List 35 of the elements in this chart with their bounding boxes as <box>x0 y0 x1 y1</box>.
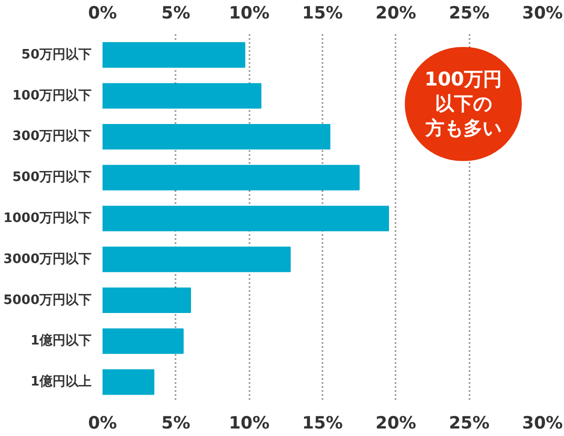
bar <box>102 206 389 232</box>
x-tick-label: 25% <box>448 4 490 24</box>
bar <box>102 83 262 109</box>
x2-tick-label: 20% <box>375 414 416 434</box>
bar <box>102 288 191 314</box>
bar <box>102 164 360 190</box>
x-tick-label: 30% <box>522 4 563 24</box>
x-tick-label: 20% <box>375 4 416 24</box>
bar <box>102 328 184 354</box>
y-tick-label: 5000万円以下 <box>3 292 92 308</box>
x-tick-label: 10% <box>228 4 270 24</box>
x2-tick-label: 15% <box>302 414 343 434</box>
y-tick-label: 1000万円以下 <box>3 211 92 226</box>
bar <box>102 369 154 395</box>
bar <box>102 246 291 272</box>
x-tick-label: 15% <box>302 4 343 24</box>
x2-tick-label: 30% <box>522 414 563 434</box>
y-tick-label: 3000万円以下 <box>3 252 92 267</box>
annotation: 方も多い <box>424 118 502 140</box>
y-tick-label: 300万円以下 <box>12 129 92 144</box>
x2-tick-label: 25% <box>448 414 490 434</box>
annotation: 100万円 <box>424 68 502 90</box>
y-tick-label: 500万円以下 <box>12 170 92 186</box>
x2-tick-label: 0% <box>88 414 117 434</box>
annotation: 以下の <box>434 93 492 116</box>
x2-tick-label: 5% <box>161 414 190 434</box>
bar <box>102 124 330 150</box>
x-tick-label: 0% <box>88 4 117 24</box>
y-tick-label: 1億円以下 <box>30 332 92 349</box>
y-tick-label: 50万円以下 <box>21 47 92 62</box>
x2-tick-label: 10% <box>228 414 270 434</box>
bar <box>102 42 246 68</box>
x-tick-label: 5% <box>161 4 190 24</box>
y-tick-label: 100万円以下 <box>12 88 92 104</box>
y-tick-label: 1億円以上 <box>30 374 92 390</box>
